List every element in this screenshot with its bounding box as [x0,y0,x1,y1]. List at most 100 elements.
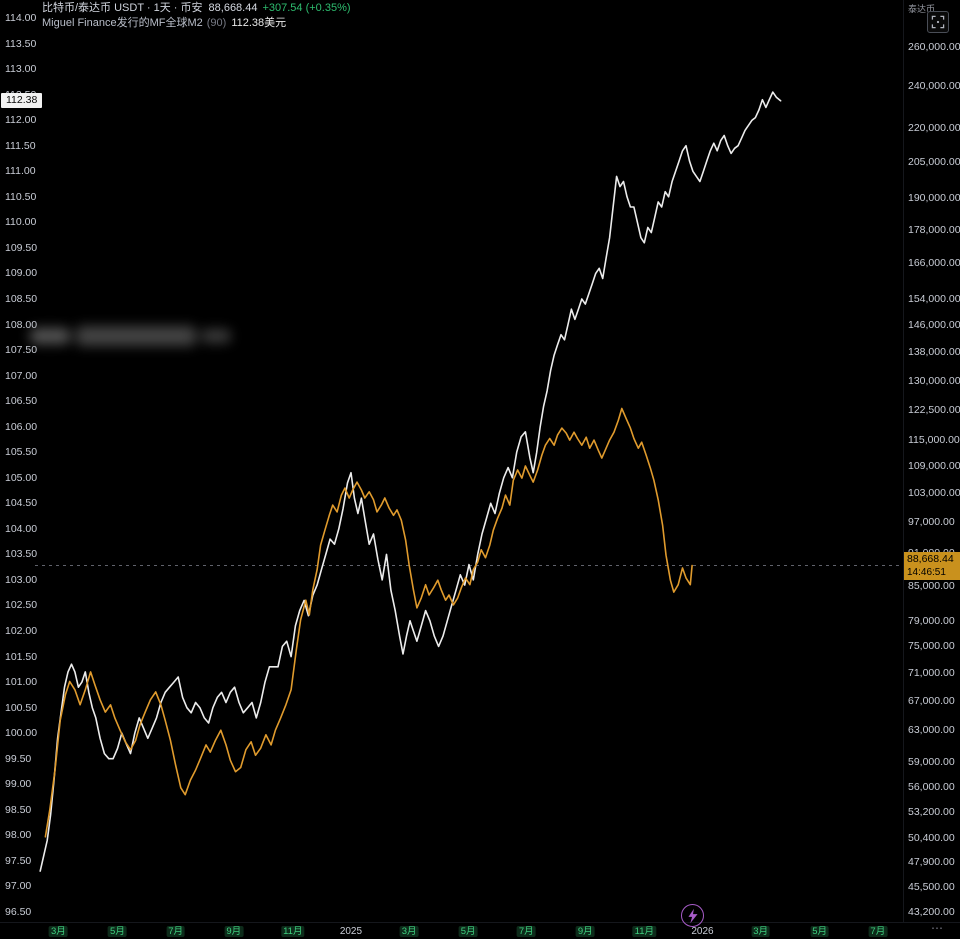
left-price-tick: 100.50 [5,701,38,714]
right-price-tick: 115,000.00 [908,434,960,447]
left-price-tick: 104.00 [5,522,38,535]
right-price-tick: 50,400.00 [908,831,955,844]
left-price-tick: 102.50 [5,599,38,612]
right-price-tick: 43,200.00 [908,906,955,918]
left-price-tick: 98.00 [5,829,32,842]
indicator-legend-row[interactable]: Miguel Finance发行的MF全球M2 (90) 112.38美元 [42,16,351,30]
left-price-tick: 103.00 [5,573,38,586]
left-price-tick: 98.50 [5,803,32,816]
right-price-tick: 59,000.00 [908,755,955,768]
left-price-tick: 112.00 [5,114,37,127]
left-price-tick: 99.00 [5,778,32,791]
left-price-tick: 102.00 [5,625,38,638]
right-price-tick: 47,900.00 [908,856,955,869]
time-tick-month: 3月 [399,926,419,937]
right-price-tick: 220,000.00 [908,121,960,134]
legend: 比特币/泰达币 USDT · 1天 · 币安 88,668.44 +307.54 (… [42,1,351,30]
right-price-tick: 205,000.00 [908,155,960,168]
left-price-tick: 105.50 [5,446,38,459]
left-price-tick: 111.00 [5,165,36,178]
legend-last-price: 88,668.44 [208,2,258,14]
left-price-scale[interactable]: 114.00113.50113.00112.50112.00111.50111.… [0,0,42,922]
right-price-tick: 138,000.00 [908,346,960,359]
time-tick-year: 2025 [339,926,363,937]
right-price-tick: 97,000.00 [908,516,955,529]
right-price-tick: 67,000.00 [908,694,955,707]
time-tick-month: 11月 [281,926,305,937]
right-price-tick: 85,000.00 [908,579,955,592]
time-tick-month: 3月 [49,926,68,937]
left-price-tick: 99.50 [5,752,32,765]
time-tick-month: 11月 [632,926,657,937]
left-price-tick: 107.00 [5,369,38,382]
time-tick-month: 5月 [810,926,830,937]
left-price-tick: 109.00 [5,267,38,280]
symbol-title[interactable]: 比特币/泰达币 USDT · 1天 · 币安 [42,2,203,14]
right-price-scale[interactable]: 260,000.00 240,000.00 220,000.00 205,000.00… [903,0,960,922]
left-price-tick: 97.00 [5,880,32,893]
left-price-tick: 104.50 [5,497,38,510]
left-price-tick: 110.00 [5,216,37,229]
right-price-tick: 56,000.00 [908,780,955,793]
time-tick-year: 2026 [691,926,714,937]
left-price-tick: 96.50 [5,906,32,918]
screenshot-icon[interactable] [927,11,949,33]
time-tick-month: 5月 [458,926,478,937]
time-tick-month: 9月 [224,926,244,937]
right-price-tick: 154,000.00 [908,293,960,306]
right-price-tick: 146,000.00 [908,319,960,332]
left-price-tick: 108.50 [5,292,38,305]
right-price-tick: 260,000.00 [908,41,960,53]
left-price-tick: 106.50 [5,395,38,408]
left-price-tick: 101.00 [5,676,38,689]
time-scale[interactable]: 3月 5月 7月 9月 11月 2025 3月 5月 7月 9月 11月 2026 3月 5月 7月 [0,922,960,939]
left-price-tick: 107.50 [5,344,38,357]
indicator-params: (90) [206,17,227,29]
right-price-tick: 178,000.00 [908,223,960,236]
right-price-tick: 109,000.00 [908,459,960,472]
left-price-tick: 105.00 [5,471,38,484]
time-tick-month: 7月 [166,926,186,937]
right-price-tick: 75,000.00 [908,640,955,653]
price-scale-currency-label: 泰达币 [908,4,936,14]
left-price-tick: 106.00 [5,420,38,433]
last-price-chip-value: 88,668.44 [907,553,954,566]
m2-indicator-line[interactable] [39,91,782,872]
bar-close-countdown: 14:46:51 [907,567,946,579]
screenshot-icon-glyph [931,15,945,29]
left-price-tick: 111.50 [5,139,36,152]
right-price-tick: 103,000.00 [908,487,960,500]
time-tick-month: 9月 [575,926,595,937]
right-price-tick: 53,200.00 [908,805,955,818]
right-price-tick: 45,500.00 [908,881,955,893]
time-tick-month: 3月 [751,926,771,937]
left-price-tick: 108.00 [5,318,38,331]
left-price-tick: 97.50 [5,854,32,867]
ellipsis-icon[interactable]: ⋯ [931,921,943,935]
blurred-watermark [26,320,236,358]
left-price-tick: 114.00 [5,12,37,24]
right-price-tick: 130,000.00 [908,375,960,388]
left-price-tick: 101.50 [5,650,38,663]
right-price-tick: 122,500.00 [908,403,960,416]
indicator-value-chip: 112.38 [1,92,43,108]
right-price-tick: 71,000.00 [908,666,955,679]
left-price-tick: 100.00 [5,727,38,740]
btc-price-line[interactable] [44,407,693,838]
symbol-legend-row[interactable]: 比特币/泰达币 USDT · 1天 · 币安 88,668.44 +307.54 (… [42,1,351,15]
lightning-icon [687,908,698,923]
right-price-tick: 240,000.00 [908,79,960,92]
indicator-name[interactable]: Miguel Finance发行的MF全球M2 [42,17,203,29]
boost-button[interactable] [681,904,704,927]
last-price-chip: 88,668.44 14:46:51 [904,552,960,581]
right-price-tick: 190,000.00 [908,192,960,205]
left-price-tick: 113.50 [5,37,37,50]
left-price-tick: 109.50 [5,241,38,254]
time-tick-month: 5月 [108,926,127,937]
time-tick-month: 7月 [516,926,536,937]
left-price-tick: 113.00 [5,63,37,76]
time-tick-month: 7月 [868,926,888,937]
right-price-tick: 79,000.00 [908,615,955,628]
